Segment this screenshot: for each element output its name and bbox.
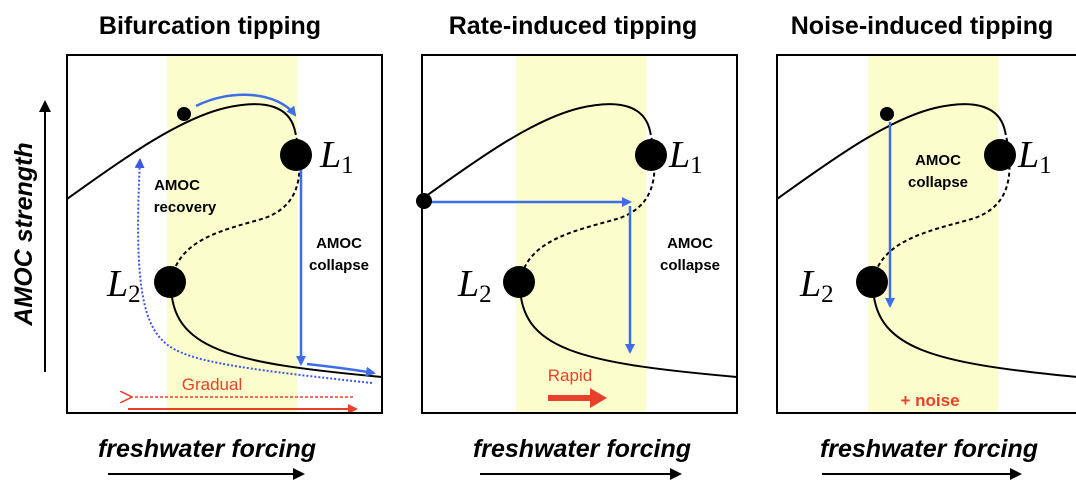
label-L1: L1: [319, 134, 354, 179]
tipping-point-L1: [984, 139, 1016, 171]
x-axis-label: freshwater forcing: [98, 435, 316, 463]
collapse-label-2: collapse: [309, 257, 369, 274]
rapid-arrow-head: [590, 388, 607, 408]
tipping-point-L2: [154, 266, 186, 298]
collapse-label-1: AMOC: [316, 235, 362, 252]
rapid-label: Rapid: [548, 366, 592, 385]
lower-stable-branch: [518, 281, 737, 378]
panel-title: Rate-induced tipping: [449, 12, 698, 40]
state-marker: [177, 107, 191, 121]
label-L2: L2: [457, 263, 492, 308]
upper-stable-branch: [777, 103, 1006, 200]
collapse-label-1: AMOC: [667, 235, 713, 252]
panel-noise-induced: Noise-induced tipping L1 L2 AMOC collaps…: [776, 12, 1076, 480]
y-axis-label: AMOC strength: [10, 142, 38, 326]
label-L2: L2: [799, 263, 834, 308]
panel-rate-induced: Rate-induced tipping L1 L2 AMOC collapse…: [416, 12, 738, 480]
panel-title: Noise-induced tipping: [791, 12, 1054, 40]
top-arrow: [195, 93, 297, 117]
panel-frame: [66, 54, 383, 414]
collapse-label-2: collapse: [908, 174, 968, 191]
x-axis-label: freshwater forcing: [473, 435, 691, 463]
tipping-point-L2: [503, 266, 535, 298]
label-L1: L1: [668, 134, 703, 179]
noise-label: + noise: [900, 391, 959, 410]
panel-bifurcation: Bifurcation tipping L1: [66, 12, 383, 480]
collapse-label-2: collapse: [660, 257, 720, 274]
panel-title: Bifurcation tipping: [99, 12, 321, 40]
tipping-point-L1: [280, 139, 312, 171]
state-marker: [880, 107, 894, 121]
upper-stable-branch: [422, 103, 651, 200]
lower-stable-branch: [871, 281, 1076, 378]
tipping-point-L1: [635, 139, 667, 171]
state-marker: [416, 193, 432, 209]
y-axis: AMOC strength: [10, 100, 51, 372]
recovery-path: [134, 158, 373, 384]
tipping-point-L2: [856, 266, 888, 298]
panel-frame: [776, 54, 1076, 414]
lower-stable-branch: [169, 281, 382, 378]
recovery-label-2: recovery: [154, 199, 217, 216]
label-L2: L2: [106, 263, 141, 308]
lower-arrow: [306, 362, 376, 377]
panel-frame: [421, 54, 738, 414]
label-L1: L1: [1017, 134, 1052, 179]
gradual-label: Gradual: [182, 375, 242, 394]
unstable-branch: [872, 130, 1011, 283]
upper-stable-branch: [67, 103, 296, 200]
collapse-label-1: AMOC: [915, 152, 961, 169]
recovery-label-1: AMOC: [154, 177, 200, 194]
x-axis-label: freshwater forcing: [820, 435, 1038, 463]
